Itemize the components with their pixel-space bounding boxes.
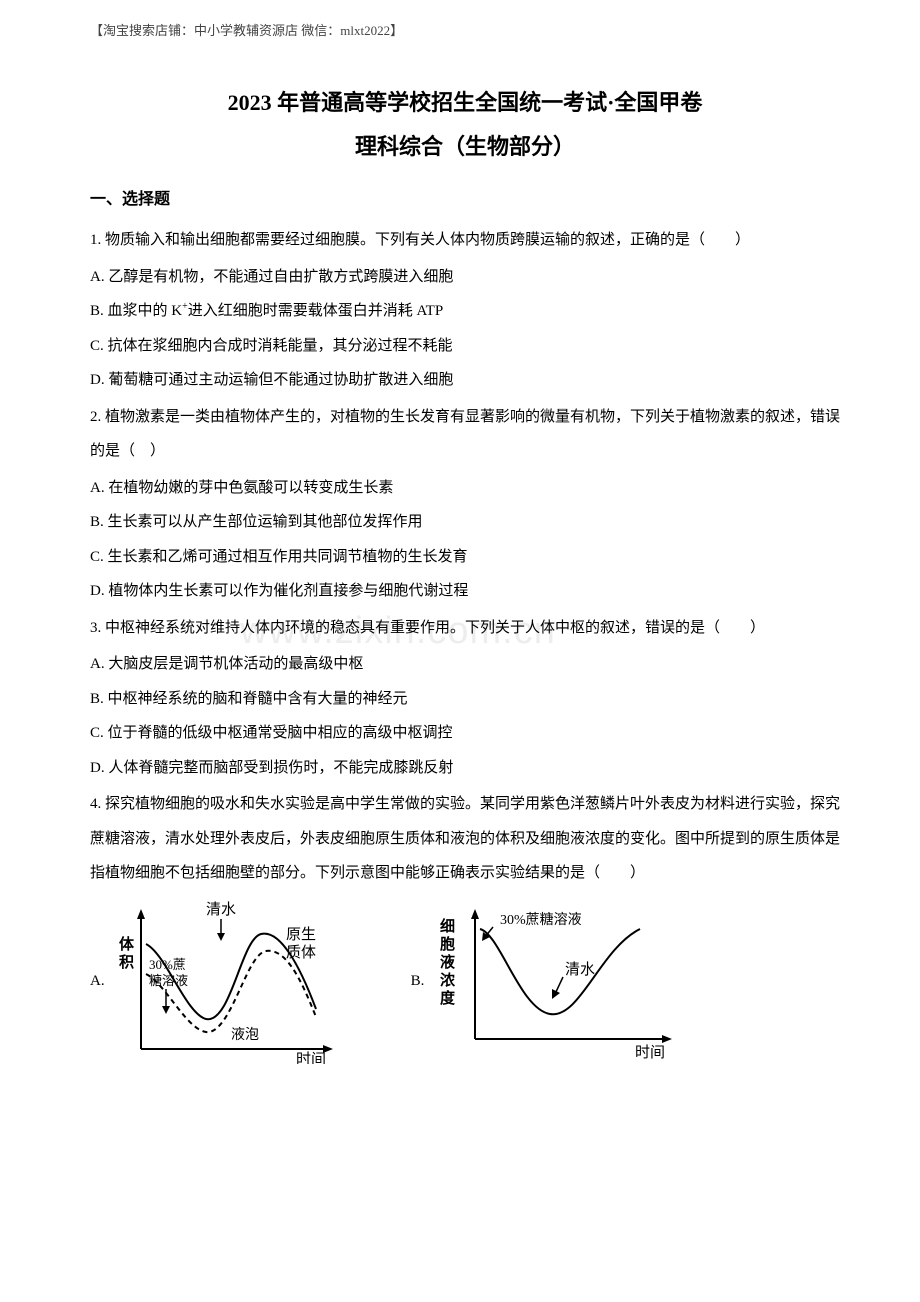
q3-option-c: C. 位于脊髓的低级中枢通常受脑中相应的高级中枢调控 (90, 716, 840, 751)
chart-b-cell: B. 细 胞 液 浓 度 30%蔗糖溶液 清水 时间 (411, 899, 691, 1064)
q2-option-c: C. 生长素和乙烯可通过相互作用共同调节植物的生长发育 (90, 540, 840, 575)
svg-text:时间: 时间 (635, 1044, 665, 1061)
svg-text:浓: 浓 (440, 972, 456, 989)
svg-text:细: 细 (440, 917, 455, 935)
svg-text:体: 体 (119, 935, 135, 953)
q2-stem: 2. 植物激素是一类由植物体产生的，对植物的生长发育有显著影响的微量有机物，下列… (90, 400, 840, 469)
svg-text:液泡: 液泡 (231, 1027, 259, 1043)
q1-option-d: D. 葡萄糖可通过主动运输但不能通过协助扩散进入细胞 (90, 363, 840, 398)
svg-text:时间: 时间 (296, 1051, 326, 1064)
q1-stem: 1. 物质输入和输出细胞都需要经过细胞膜。下列有关人体内物质跨膜运输的叙述，正确… (90, 223, 840, 258)
svg-text:清水: 清水 (206, 901, 236, 918)
q3-stem: 3. 中枢神经系统对维持人体内环境的稳态具有重要作用。下列关于人体中枢的叙述，错… (90, 611, 840, 646)
q2-option-b: B. 生长素可以从产生部位运输到其他部位发挥作用 (90, 505, 840, 540)
chart-a-cell: A. 体 积 30%蔗 糖溶液 清水 原生 质体 液泡 (90, 899, 341, 1064)
q2-option-d: D. 植物体内生长素可以作为催化剂直接参与细胞代谢过程 (90, 574, 840, 609)
svg-text:度: 度 (440, 989, 456, 1007)
option-letter-b: B. (411, 973, 425, 990)
title-sub: 理科综合（生物部分） (90, 129, 840, 161)
q2-option-a: A. 在植物幼嫩的芽中色氨酸可以转变成生长素 (90, 471, 840, 506)
chart-b: 细 胞 液 浓 度 30%蔗糖溶液 清水 时间 (430, 899, 690, 1064)
svg-text:原生: 原生 (286, 926, 316, 943)
q4-stem: 4. 探究植物细胞的吸水和失水实验是高中学生常做的实验。某同学用紫色洋葱鳞片叶外… (90, 787, 840, 891)
svg-text:胞: 胞 (439, 935, 455, 953)
chart-a: 体 积 30%蔗 糖溶液 清水 原生 质体 液泡 时间 (111, 899, 341, 1064)
svg-text:清水: 清水 (565, 961, 595, 978)
q3-option-d: D. 人体脊髓完整而脑部受到损伤时，不能完成膝跳反射 (90, 751, 840, 786)
q1-option-c: C. 抗体在浆细胞内合成时消耗能量，其分泌过程不耗能 (90, 329, 840, 364)
svg-text:积: 积 (119, 953, 134, 971)
chart-row: A. 体 积 30%蔗 糖溶液 清水 原生 质体 液泡 (90, 899, 840, 1064)
q1-option-b: B. 血浆中的 K+进入红细胞时需要载体蛋白并消耗 ATP (90, 294, 840, 329)
q1b-post: 进入红细胞时需要载体蛋白并消耗 ATP (188, 303, 443, 319)
q3-option-a: A. 大脑皮层是调节机体活动的最高级中枢 (90, 647, 840, 682)
svg-text:质体: 质体 (286, 944, 316, 961)
q1-option-a: A. 乙醇是有机物，不能通过自由扩散方式跨膜进入细胞 (90, 260, 840, 295)
svg-text:液: 液 (440, 953, 456, 971)
section-heading: 一、选择题 (90, 185, 840, 209)
header-note: 【淘宝搜索店铺：中小学教辅资源店 微信：mlxt2022】 (90, 20, 403, 39)
q1b-pre: B. 血浆中的 K (90, 303, 182, 319)
svg-text:30%蔗糖溶液: 30%蔗糖溶液 (500, 912, 582, 928)
q3-option-b: B. 中枢神经系统的脑和脊髓中含有大量的神经元 (90, 682, 840, 717)
title-main: 2023 年普通高等学校招生全国统一考试·全国甲卷 (90, 85, 840, 117)
option-letter-a: A. (90, 973, 105, 990)
